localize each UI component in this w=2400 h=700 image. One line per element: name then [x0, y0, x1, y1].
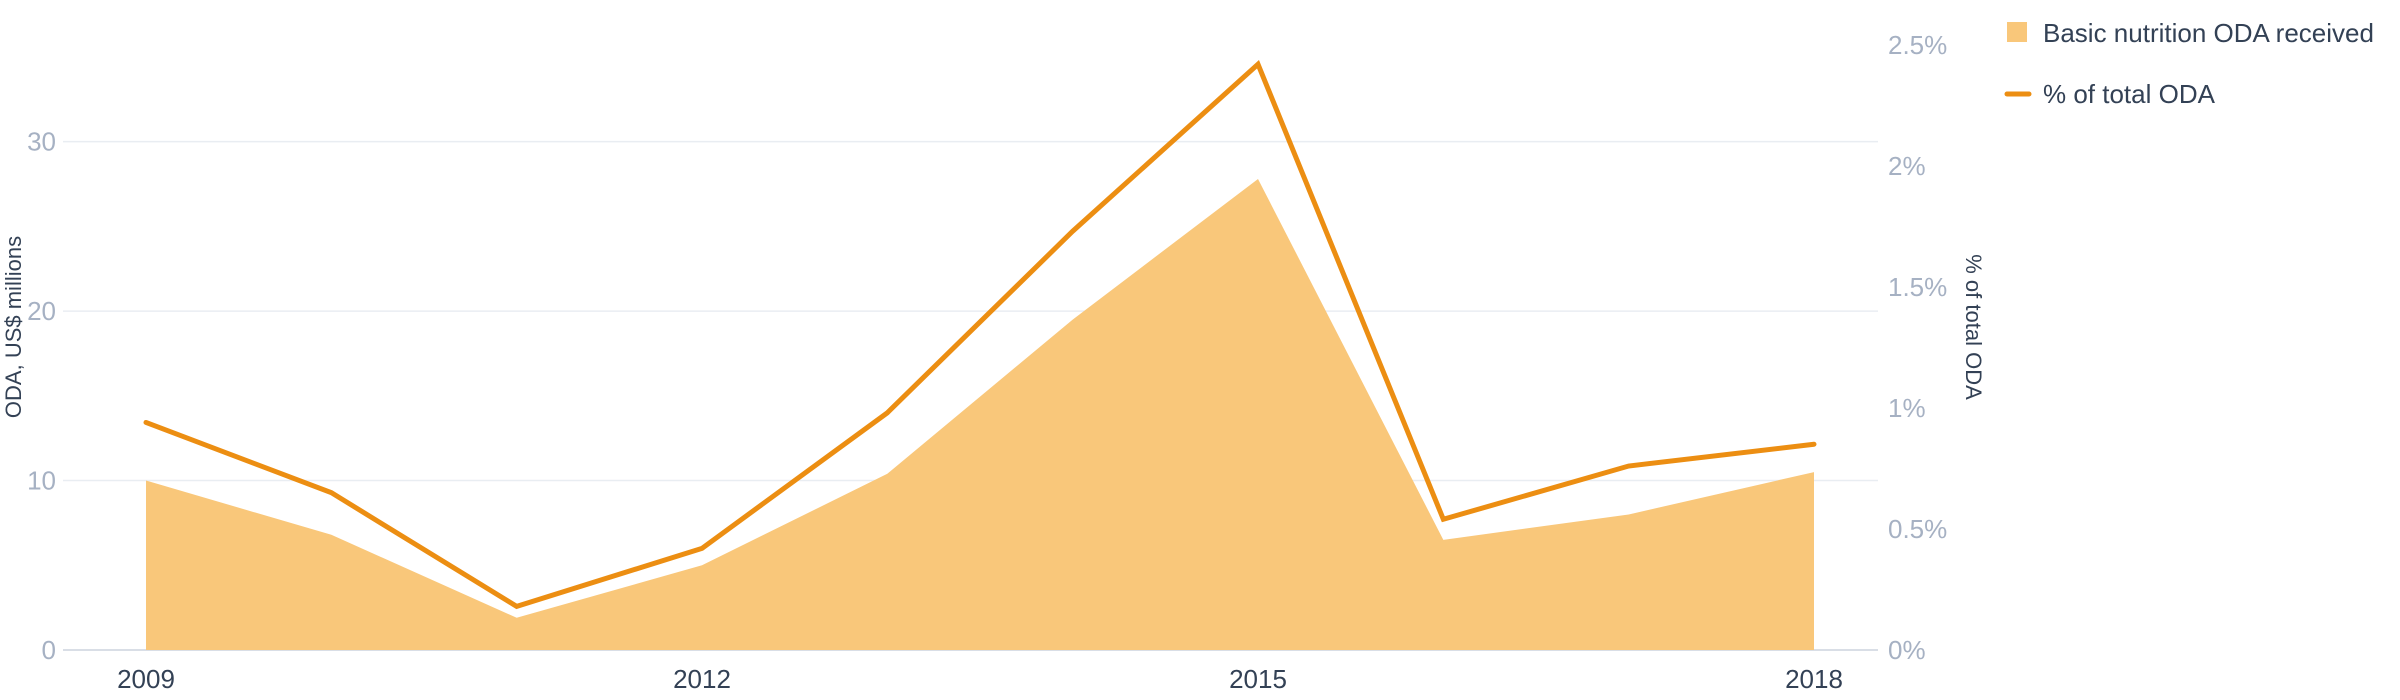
line-percent-of-total-oda: [143, 59, 1817, 610]
left-axis-title: ODA, US$ millions: [1, 236, 26, 418]
left-tick-label-20: 20: [27, 296, 56, 326]
left-tick-label-30: 30: [27, 127, 56, 157]
area-basic-nutrition-oda: [146, 178, 1814, 650]
right-tick-label-0-5: 0.5%: [1888, 514, 1947, 544]
right-tick-label-1: 1%: [1888, 393, 1926, 423]
legend-label-area: Basic nutrition ODA received: [2043, 18, 2374, 48]
x-tick-label-2012: 2012: [673, 664, 731, 694]
right-axis-title: % of total ODA: [1961, 254, 1986, 400]
right-tick-label-2-5: 2.5%: [1888, 30, 1947, 60]
legend-swatch-area: [2007, 22, 2027, 42]
axis-layer: 0 10 20 30 0% 0.5% 1% 1.5% 2% 2.5% 2009 2012 2015 201…: [27, 30, 1947, 694]
left-tick-label-10: 10: [27, 466, 56, 496]
legend: Basic nutrition ODA received % of total …: [2004, 18, 2374, 109]
right-tick-label-2: 2%: [1888, 151, 1926, 181]
x-tick-label-2009: 2009: [117, 664, 175, 694]
x-tick-label-2015: 2015: [1229, 664, 1287, 694]
right-tick-label-0: 0%: [1888, 635, 1926, 665]
line-layer: [143, 59, 1817, 610]
right-tick-label-1-5: 1.5%: [1888, 272, 1947, 302]
left-tick-label-0: 0: [42, 635, 56, 665]
x-tick-label-2018: 2018: [1785, 664, 1843, 694]
area-layer: [146, 178, 1814, 650]
legend-label-line: % of total ODA: [2043, 79, 2216, 109]
